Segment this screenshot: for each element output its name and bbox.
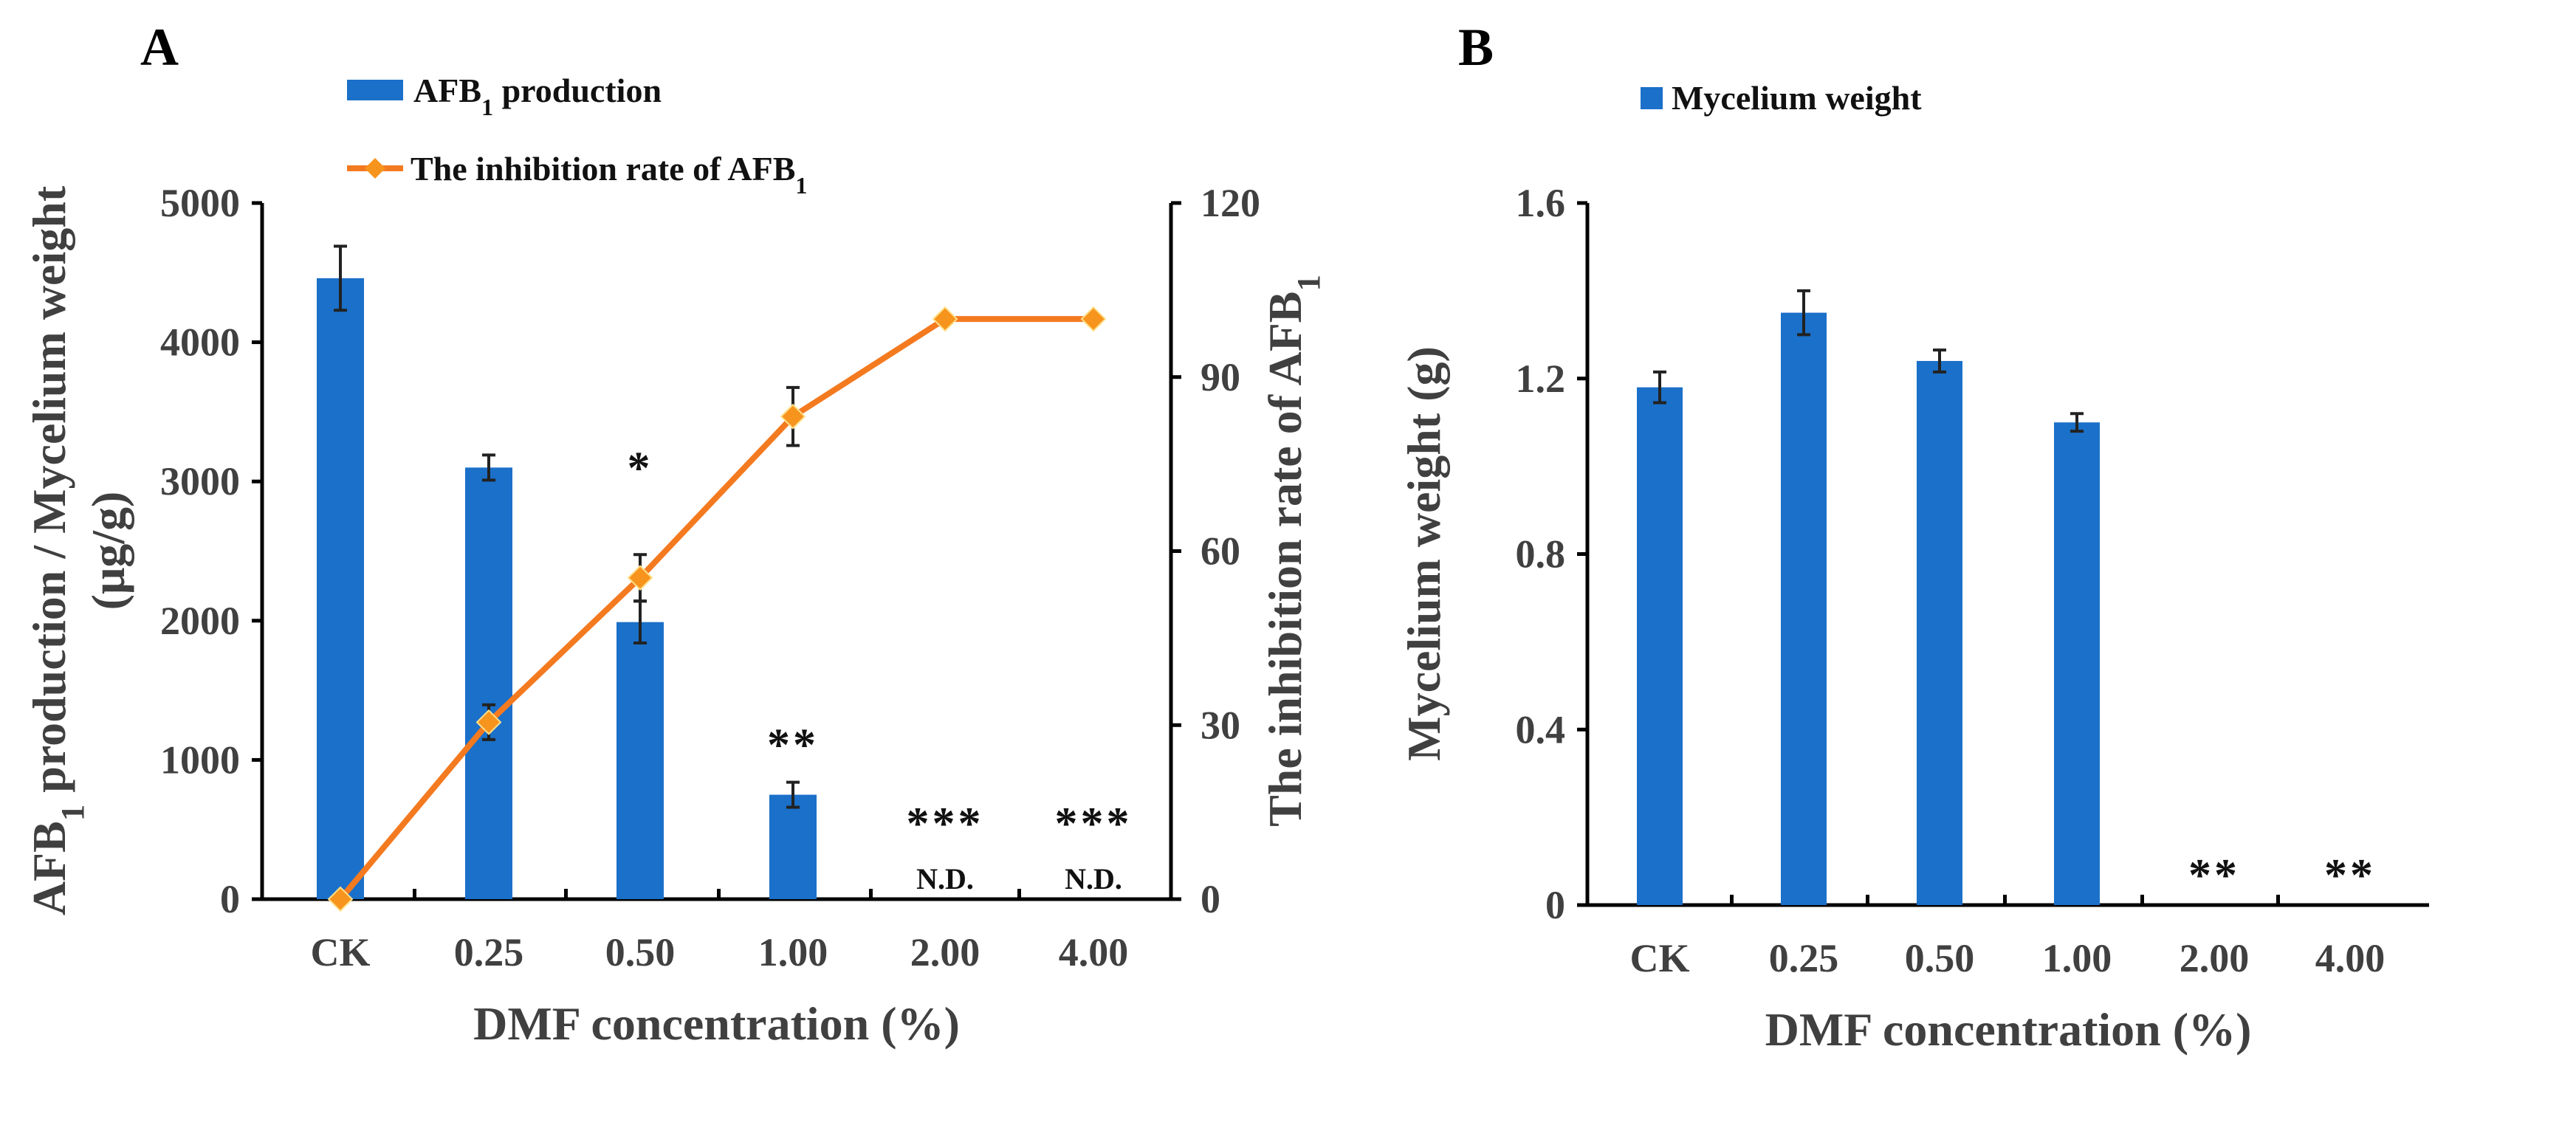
error-bar <box>2070 412 2084 433</box>
y-tick-label: 2000 <box>160 599 240 643</box>
bar <box>1781 312 1827 905</box>
y-tick-label: 1000 <box>160 737 240 782</box>
error-bar <box>786 780 800 809</box>
y-tick-label: 1.2 <box>1516 357 1566 401</box>
y2-tick-label: 30 <box>1201 703 1240 747</box>
error-bar <box>1653 370 1666 405</box>
y-axis-unit: (μg/g) <box>82 492 134 611</box>
y2-axis-title: The inhibition rate of AFB1 <box>1259 275 1327 827</box>
y-axis-title: AFB1 production / Mycelium weight <box>23 185 91 915</box>
x-tick-label: 0.25 <box>1769 936 1839 980</box>
x-tick-label: 4.00 <box>2315 936 2386 980</box>
bar <box>2054 422 2100 905</box>
x-tick-label: 2.00 <box>910 930 980 974</box>
line-marker <box>627 565 653 591</box>
legend-swatch-bar <box>347 80 403 100</box>
error-bar <box>482 453 495 482</box>
y-axis-title: Mycelium weight (g) <box>1398 346 1450 761</box>
legend-marker <box>365 158 385 179</box>
y-tick-label: 0 <box>1545 883 1565 927</box>
x-tick-label: 4.00 <box>1059 930 1129 974</box>
nd-label: N.D. <box>1065 862 1122 895</box>
legend-label-bar: Mycelium weight <box>1672 79 1922 117</box>
chart-b: 0 0.4 0.8 1.2 1.6 CK 0.25 0.50 1.00 2.00 4.00 DMF c… <box>1398 79 2429 1056</box>
x-tick-label: 1.00 <box>2042 936 2112 980</box>
x-tick-label: 0.25 <box>454 930 524 974</box>
y-tick-label: 0.4 <box>1516 707 1566 752</box>
series-line <box>337 316 1093 901</box>
y-tick-label: 1.6 <box>1516 181 1566 225</box>
chart-a: 0 1000 2000 3000 4000 5000 CK 0.25 0.50 1.00 2.00 4… <box>23 72 1327 1050</box>
y2-tick-label: 60 <box>1201 529 1240 574</box>
line-marker <box>475 709 502 735</box>
bar <box>1637 387 1683 905</box>
error-bar <box>1797 289 1810 337</box>
y2-tick-label: 120 <box>1201 181 1260 225</box>
legend-label-bar: AFB1 production <box>413 72 662 120</box>
significance-label: ** <box>2324 850 2376 901</box>
error-bar <box>334 244 347 312</box>
x-tick-label: 0.50 <box>605 930 676 974</box>
significance-label: ** <box>2188 850 2240 901</box>
y-tick-label: 0 <box>220 877 240 921</box>
y-tick-label: 3000 <box>160 459 240 503</box>
x-tick-label: 2.00 <box>2180 936 2250 980</box>
y2-tick-label: 90 <box>1201 355 1240 399</box>
panel-label-b: B <box>1458 18 1494 77</box>
bar <box>465 467 512 899</box>
x-axis-title: DMF concentration (%) <box>473 997 960 1050</box>
significance-label: *** <box>907 799 984 849</box>
x-tick-label: 0.50 <box>1905 936 1975 980</box>
bar <box>317 278 364 899</box>
x-tick-label: CK <box>1630 936 1690 980</box>
x-axis-title: DMF concentration (%) <box>1765 1003 2252 1056</box>
x-tick-label: CK <box>311 930 371 974</box>
panel-label-a: A <box>140 18 179 77</box>
legend-swatch-bar <box>1641 87 1663 109</box>
legend-label-line: The inhibition rate of AFB1 <box>411 150 807 199</box>
y2-tick-label: 0 <box>1201 877 1220 921</box>
x-tick-label: 1.00 <box>758 930 828 974</box>
y-tick-label: 4000 <box>160 320 240 365</box>
significance-label: ** <box>767 721 819 771</box>
nd-label: N.D. <box>916 862 974 895</box>
line-marker <box>932 306 958 332</box>
bar <box>616 622 664 899</box>
bar <box>1917 360 1962 906</box>
line-marker <box>327 886 354 912</box>
error-bar <box>1933 348 1946 374</box>
y-tick-label: 5000 <box>160 181 240 225</box>
line-marker <box>780 403 806 430</box>
significance-label: *** <box>1055 799 1133 849</box>
line-marker <box>1080 306 1107 332</box>
bar <box>769 794 817 899</box>
significance-label: * <box>628 443 653 493</box>
y-tick-label: 0.8 <box>1516 532 1566 577</box>
